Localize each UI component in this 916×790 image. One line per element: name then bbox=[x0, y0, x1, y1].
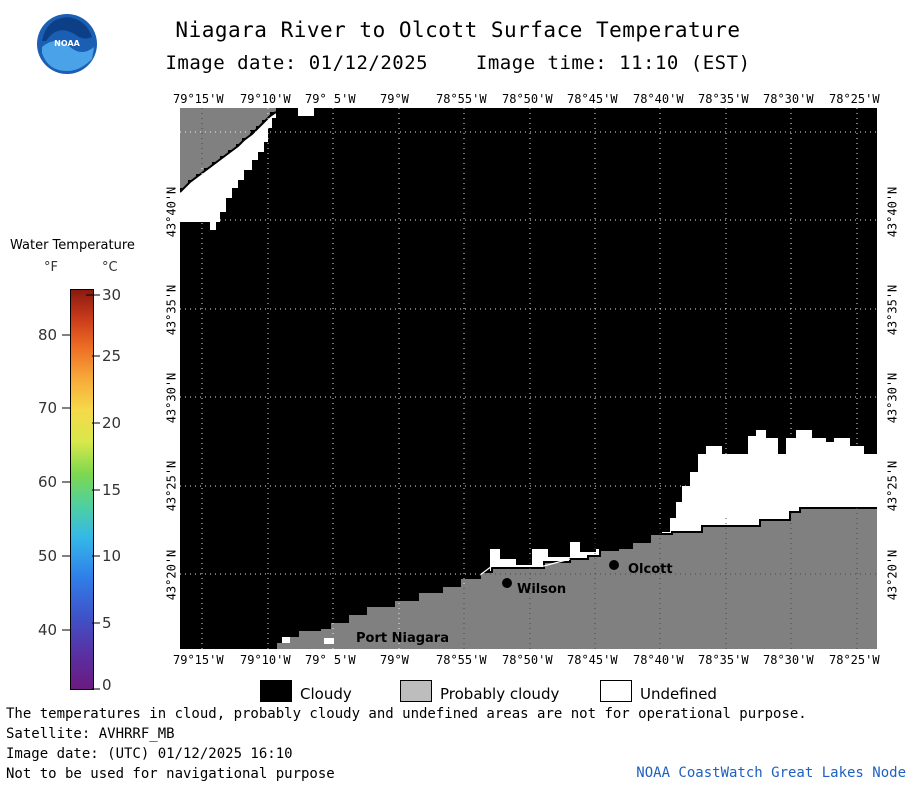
undefined-patch bbox=[298, 108, 314, 116]
lon-label-bottom: 78°25'W bbox=[829, 653, 880, 667]
lon-label-top: 78°30'W bbox=[763, 92, 814, 106]
undefined-patch-sw2 bbox=[324, 638, 334, 644]
lon-label-top: 78°25'W bbox=[829, 92, 880, 106]
place-label-wilson: Wilson bbox=[517, 582, 566, 597]
color-bar bbox=[70, 289, 94, 690]
lat-label-right: 43°30'N bbox=[885, 372, 900, 424]
key-undefined-label: Undefined bbox=[640, 685, 717, 703]
legend-unit-c: °C bbox=[102, 260, 118, 275]
c-tick: 0 bbox=[102, 676, 112, 694]
lon-label-bottom: 78°55'W bbox=[436, 653, 487, 667]
lat-label-left: 43°30'N bbox=[164, 372, 179, 424]
image-datetime: Image date: 01/12/2025 Image time: 11:10… bbox=[0, 52, 916, 74]
c-tick: 30 bbox=[102, 286, 122, 304]
f-tick: 70 bbox=[38, 399, 58, 417]
land-usa bbox=[276, 508, 877, 649]
land-canada bbox=[180, 108, 276, 188]
olcott-marker bbox=[609, 560, 619, 570]
key-probably-cloudy-swatch bbox=[400, 680, 432, 702]
lon-label-bottom: 79°W bbox=[380, 653, 409, 667]
c-tick: 10 bbox=[102, 547, 122, 565]
lon-label-bottom: 78°45'W bbox=[567, 653, 618, 667]
c-tick: 25 bbox=[102, 347, 122, 365]
graticule-on-land bbox=[201, 108, 877, 649]
footer-satellite: Satellite: AVHRRF_MB bbox=[6, 726, 175, 742]
footer-credit: NOAA CoastWatch Great Lakes Node bbox=[636, 765, 906, 781]
place-label-port-niagara: Port Niagara bbox=[356, 631, 449, 646]
lon-label-top: 78°45'W bbox=[567, 92, 618, 106]
lon-label-top: 79° 5'W bbox=[305, 92, 356, 106]
lat-label-left: 43°35'N bbox=[164, 284, 179, 336]
key-undefined-swatch bbox=[600, 680, 632, 702]
lon-label-bottom: 79° 5'W bbox=[305, 653, 356, 667]
lat-label-left: 43°20'N bbox=[164, 549, 179, 601]
image-date: Image date: 01/12/2025 bbox=[165, 52, 429, 74]
svg-text:NOAA: NOAA bbox=[54, 39, 80, 48]
undefined-area-nw bbox=[180, 112, 276, 230]
noaa-logo-icon: NOAA bbox=[37, 14, 97, 74]
place-label-olcott: Olcott bbox=[628, 562, 673, 577]
lat-label-left: 43°25'N bbox=[164, 460, 179, 512]
f-tick: 60 bbox=[38, 473, 58, 491]
c-tick: 20 bbox=[102, 414, 122, 432]
shoreline-south bbox=[275, 507, 877, 649]
page-title: Niagara River to Olcott Surface Temperat… bbox=[175, 18, 741, 42]
lat-label-right: 43°35'N bbox=[885, 284, 900, 336]
shoreline-nw bbox=[180, 111, 277, 193]
lon-label-bottom: 78°50'W bbox=[502, 653, 553, 667]
lon-label-top: 79°15'W bbox=[173, 92, 224, 106]
f-tick: 50 bbox=[38, 547, 58, 565]
lon-label-top: 79°W bbox=[380, 92, 409, 106]
lon-label-bottom: 78°35'W bbox=[698, 653, 749, 667]
lat-label-right: 43°20'N bbox=[885, 549, 900, 601]
color-bar-ticks-c bbox=[92, 294, 100, 690]
f-tick: 80 bbox=[38, 326, 58, 344]
legend-unit-f: °F bbox=[44, 260, 58, 275]
key-cloudy-label: Cloudy bbox=[300, 685, 352, 703]
lon-label-bottom: 79°15'W bbox=[173, 653, 224, 667]
shoreline-highlight bbox=[479, 558, 571, 576]
key-cloudy-swatch bbox=[260, 680, 292, 702]
lon-label-bottom: 78°30'W bbox=[763, 653, 814, 667]
f-tick: 40 bbox=[38, 621, 58, 639]
lon-label-top: 78°50'W bbox=[502, 92, 553, 106]
map-canvas: Wilson Olcott Port Niagara bbox=[180, 108, 877, 649]
footer-navigation: Not to be used for navigational purpose bbox=[6, 766, 335, 782]
c-tick: 15 bbox=[102, 481, 122, 499]
lon-label-bottom: 78°40'W bbox=[633, 653, 684, 667]
lat-label-right: 43°40'N bbox=[885, 186, 900, 238]
noaa-logo: NOAA bbox=[36, 13, 98, 75]
key-probably-cloudy-label: Probably cloudy bbox=[440, 685, 560, 703]
lon-label-top: 78°35'W bbox=[698, 92, 749, 106]
lat-label-right: 43°25'N bbox=[885, 460, 900, 512]
lon-label-bottom: 79°10'W bbox=[240, 653, 291, 667]
wilson-marker bbox=[502, 578, 512, 588]
undefined-area-south bbox=[475, 430, 877, 588]
image-time: Image time: 11:10 (EST) bbox=[475, 52, 751, 74]
footer-disclaimer: The temperatures in cloud, probably clou… bbox=[6, 706, 807, 722]
lat-label-left: 43°40'N bbox=[164, 186, 179, 238]
legend-title: Water Temperature bbox=[10, 238, 135, 253]
footer-utc-date: Image date: (UTC) 01/12/2025 16:10 bbox=[6, 746, 293, 762]
undefined-patch-sw bbox=[282, 637, 290, 643]
lon-label-top: 78°40'W bbox=[633, 92, 684, 106]
lon-label-top: 78°55'W bbox=[436, 92, 487, 106]
lon-label-top: 79°10'W bbox=[240, 92, 291, 106]
color-bar-ticks bbox=[62, 294, 92, 631]
c-tick: 5 bbox=[102, 614, 112, 632]
